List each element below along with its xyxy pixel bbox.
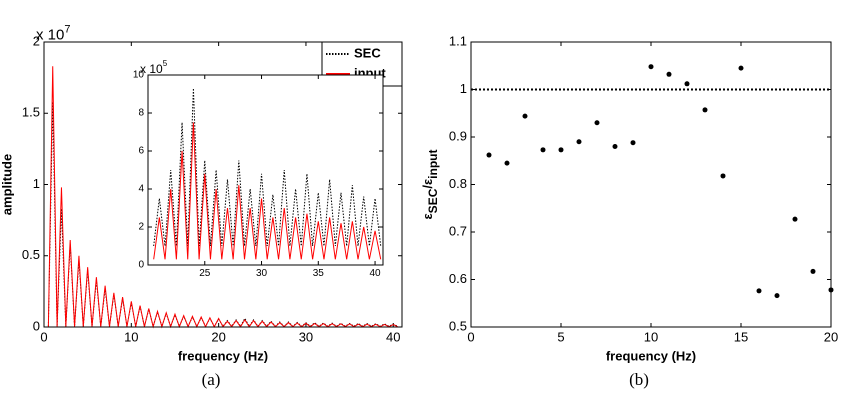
point	[738, 65, 744, 71]
point	[702, 107, 708, 113]
x-tick-label: 0	[467, 329, 474, 344]
x-tick-label: 0	[40, 329, 47, 344]
multiplier-exponent: 5	[163, 59, 168, 68]
point	[486, 152, 492, 158]
multiplier-base: x 10	[36, 26, 64, 43]
y-tick-label: 1	[33, 176, 40, 191]
point	[612, 144, 618, 149]
x-tick-label: 10	[124, 329, 138, 344]
y-tick-label: 10	[133, 70, 145, 81]
y-tick-label: 1.5	[22, 105, 40, 120]
plot-area	[148, 75, 383, 265]
y-axis-label: amplitude	[0, 154, 14, 215]
x-tick-label: 40	[369, 268, 381, 279]
y-label-part: /ε	[420, 179, 435, 189]
y-tick-label: 4	[138, 184, 144, 195]
point	[522, 113, 528, 119]
caption: (b)	[629, 370, 649, 389]
series-line	[153, 122, 382, 260]
axes-frame	[470, 41, 832, 328]
y-tick-label: 1	[460, 81, 467, 96]
point	[594, 120, 600, 126]
y-tick-label: 0.9	[449, 128, 467, 143]
y-axis-label: εSEC/εinput	[420, 150, 440, 220]
point	[504, 160, 510, 166]
x-tick-label: 25	[199, 268, 211, 279]
point	[630, 140, 636, 146]
y-tick-label: 6	[138, 146, 144, 157]
x-tick-label: 5	[557, 329, 564, 344]
series-line	[153, 88, 382, 247]
y-tick-label: 0	[33, 318, 40, 333]
y-tick-label: 0.8	[449, 176, 467, 191]
y-tick-label: 8	[138, 108, 144, 119]
y-label-part: ε	[420, 213, 435, 219]
caption: (a)	[202, 370, 221, 389]
point	[666, 71, 672, 77]
point	[576, 139, 582, 145]
x-tick-label: 20	[211, 329, 225, 344]
point	[756, 288, 762, 294]
x-tick-label: 30	[299, 329, 313, 344]
point	[792, 216, 798, 222]
x-tick-label: 40	[386, 329, 400, 344]
y-tick-label: 0.7	[449, 223, 467, 238]
point	[648, 64, 654, 70]
x-tick-label: 30	[256, 268, 268, 279]
multiplier-exponent: 7	[64, 23, 70, 35]
multiplier-base: x 10	[140, 62, 163, 76]
x-tick-label: 35	[313, 268, 325, 279]
y-tick-label: 1.1	[449, 33, 467, 48]
y-label-part: input	[426, 150, 440, 179]
y-tick-label: 0.5	[449, 318, 467, 333]
point	[720, 173, 726, 179]
y-tick-label: 2	[33, 33, 40, 48]
point	[540, 147, 546, 153]
legend-label: SEC	[354, 45, 381, 60]
y-tick-label: 0.6	[449, 271, 467, 286]
axes-frame	[147, 74, 384, 266]
y-label-part: SEC	[426, 188, 440, 213]
x-tick-label: 15	[734, 329, 748, 344]
x-tick-label: 10	[644, 329, 658, 344]
y-multiplier: x 107	[36, 23, 70, 43]
y-tick-label: 2	[138, 222, 144, 233]
point	[774, 293, 780, 299]
axes-frame	[43, 41, 403, 328]
x-tick-label: 20	[824, 329, 838, 344]
x-axis-label: frequency (Hz)	[606, 348, 696, 363]
plot-area	[471, 42, 831, 327]
point	[684, 81, 690, 87]
y-multiplier: x 105	[140, 59, 168, 76]
point	[558, 147, 564, 153]
point	[810, 268, 816, 274]
y-tick-label: 0.5	[22, 247, 40, 262]
x-axis-label: frequency (Hz)	[178, 348, 268, 363]
y-tick-label: 0	[138, 260, 144, 271]
